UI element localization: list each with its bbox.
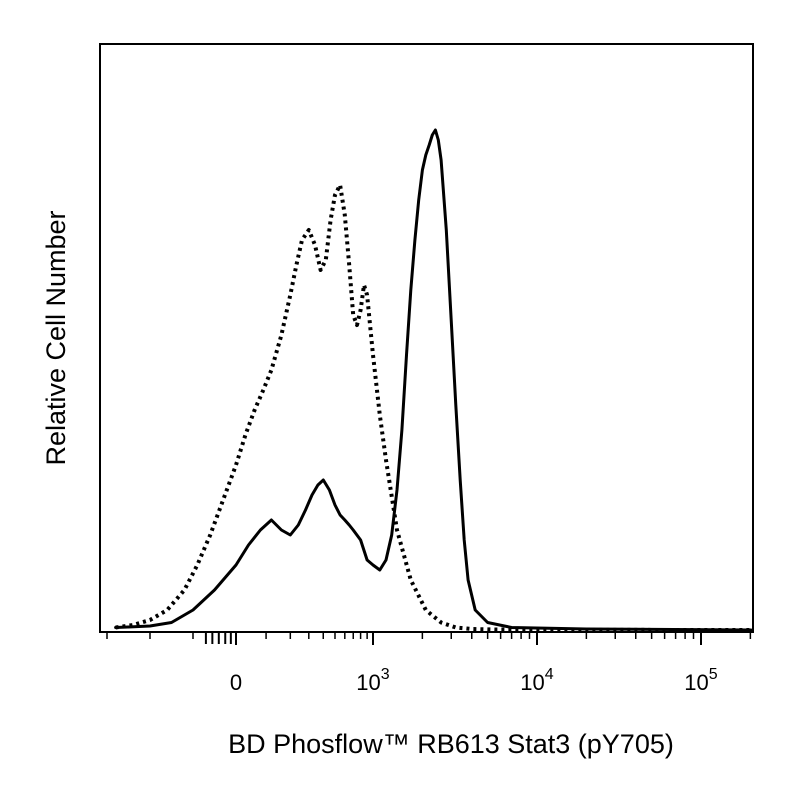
y-axis-label: Relative Cell Number (41, 210, 71, 465)
x-axis-major-ticks (235, 632, 702, 645)
x-tick-label: 105 (684, 666, 717, 695)
dotted-histogram-line (115, 183, 751, 632)
x-tick-label: 0 (230, 670, 242, 695)
series-layer (114, 128, 753, 632)
x-axis-minor-ticks (106, 632, 752, 644)
x-tick-label: 103 (356, 666, 389, 695)
solid-histogram-line (114, 128, 753, 632)
plot-frame (99, 43, 754, 633)
x-axis-label: BD Phosflow™ RB613 Stat3 (pY705) (228, 729, 674, 759)
x-tick-label: 104 (520, 666, 553, 695)
x-axis-tick-labels: 0 103 104 105 (230, 666, 718, 695)
